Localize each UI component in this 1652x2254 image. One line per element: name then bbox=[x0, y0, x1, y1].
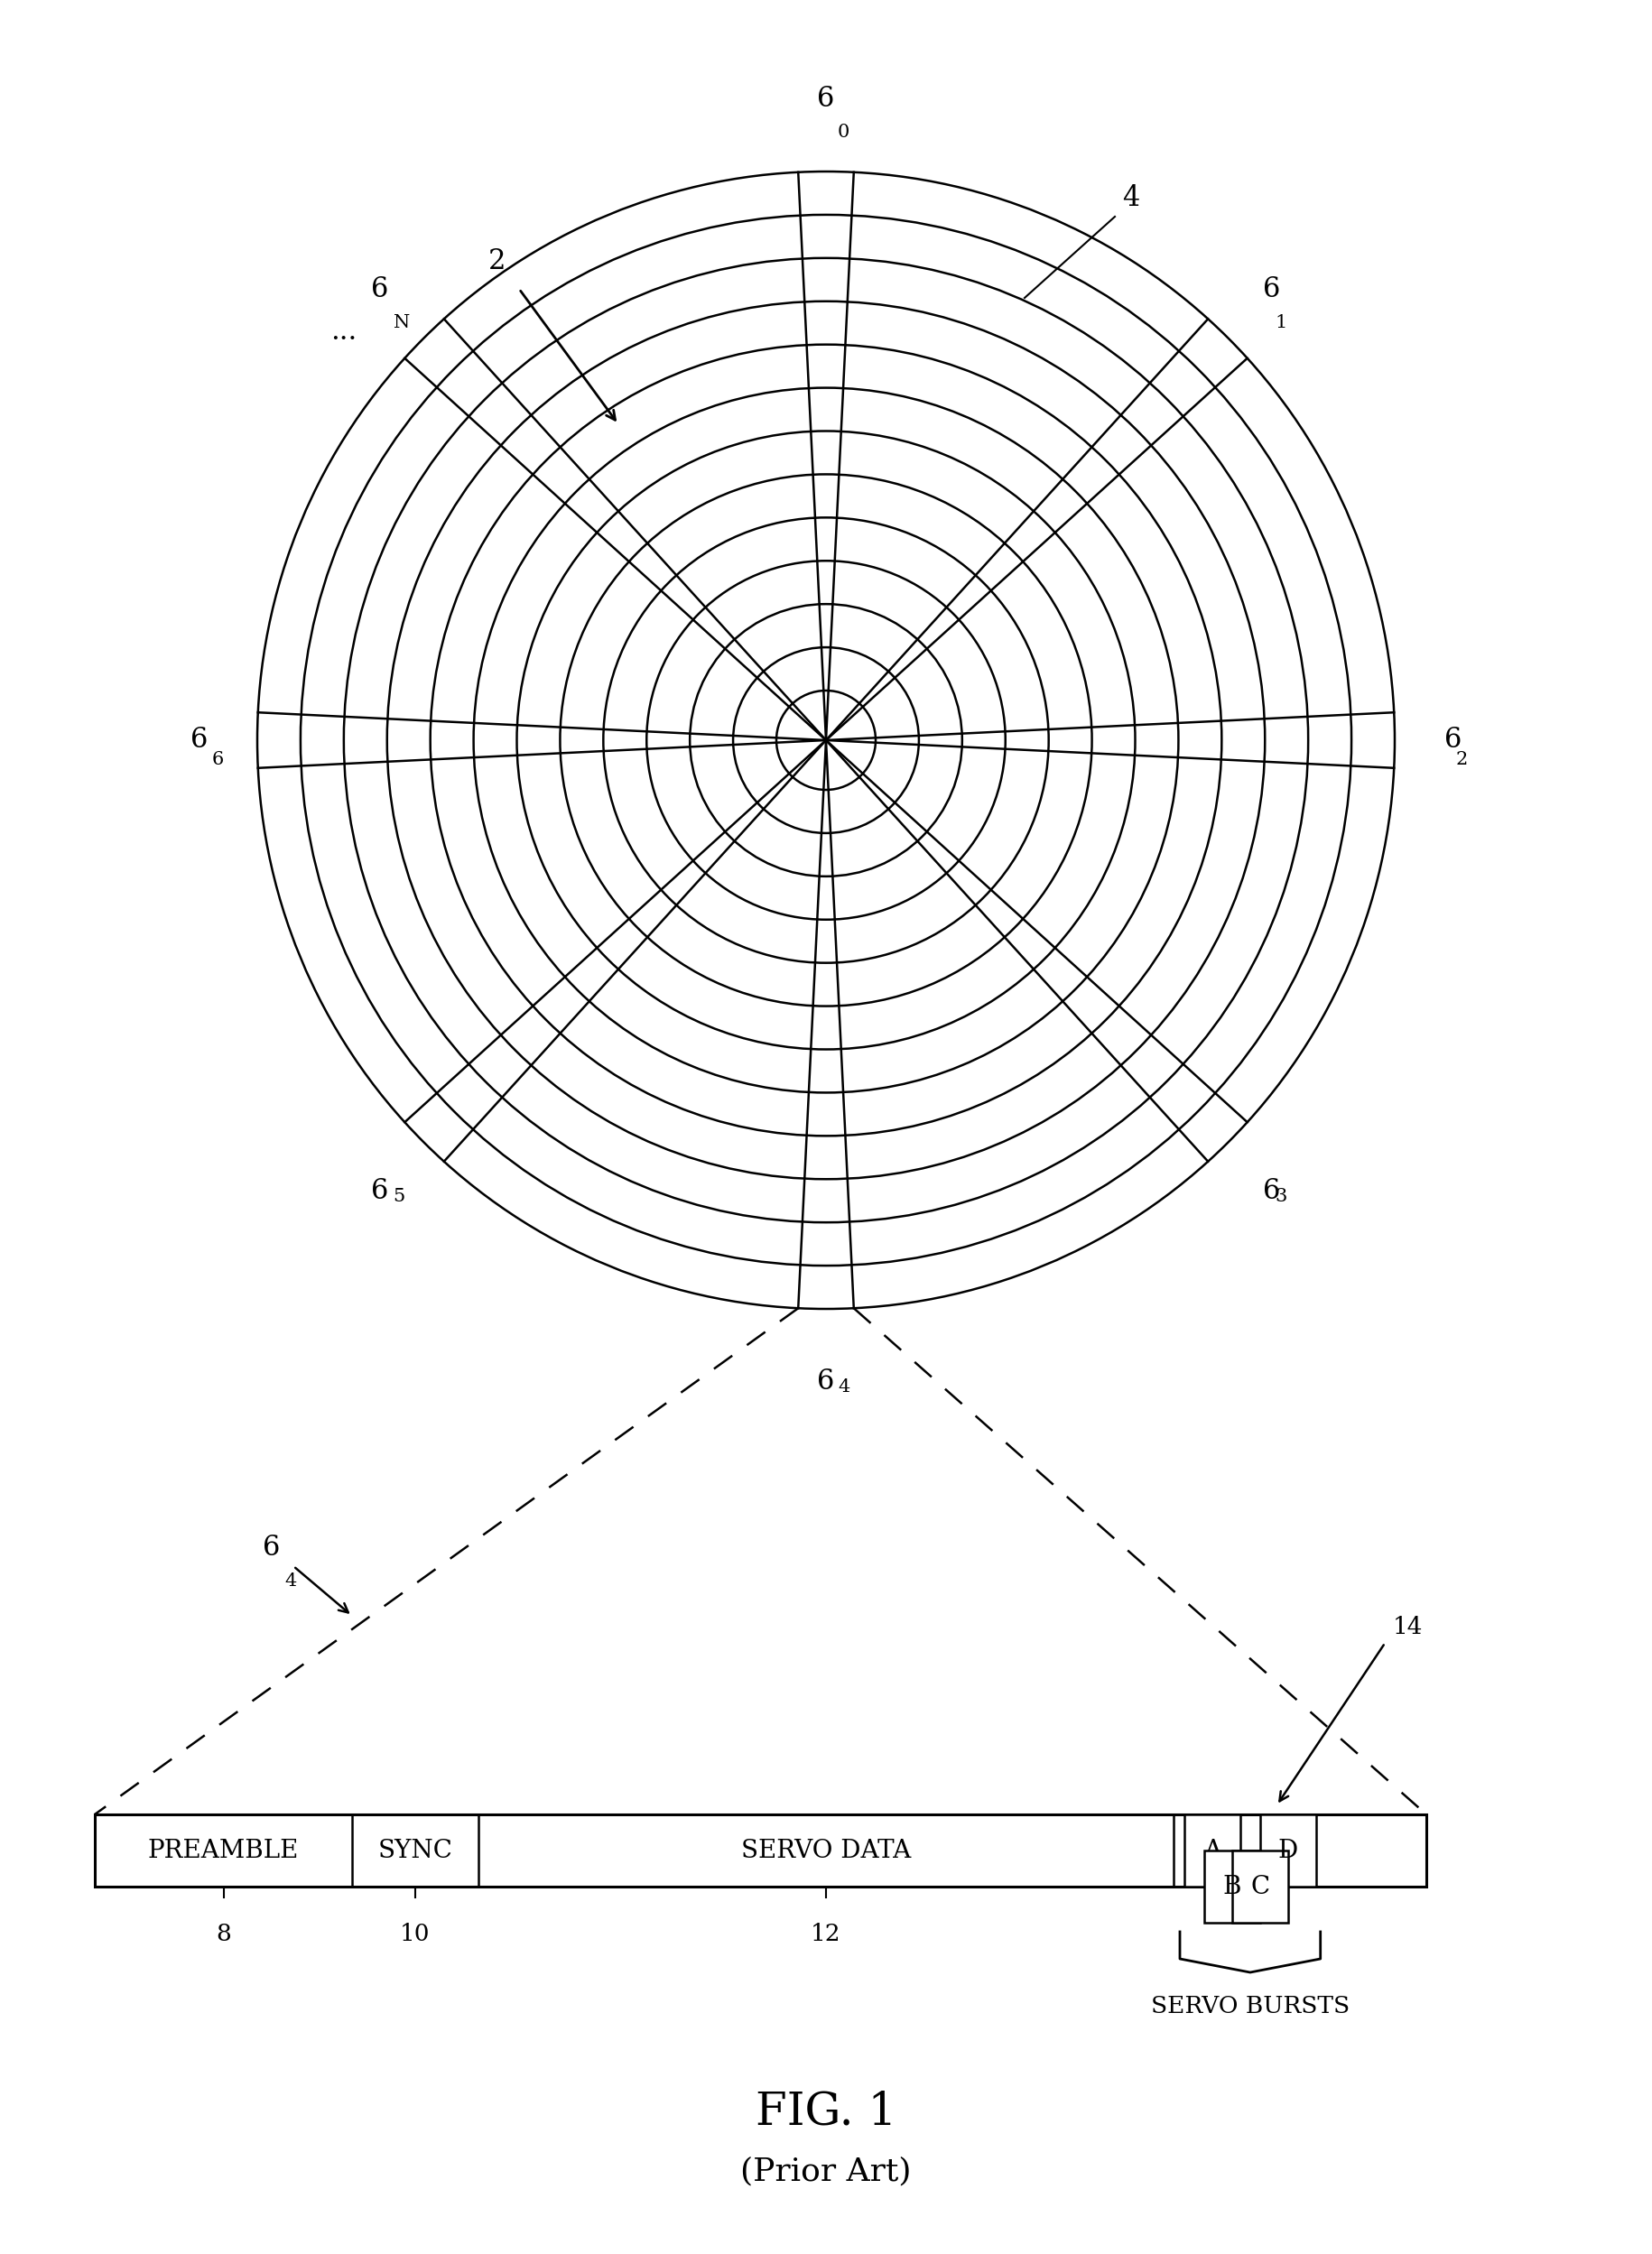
Text: FIG. 1: FIG. 1 bbox=[755, 2089, 897, 2135]
Text: (Prior Art): (Prior Art) bbox=[740, 2155, 912, 2186]
Text: 5: 5 bbox=[393, 1188, 405, 1206]
Text: SERVO DATA: SERVO DATA bbox=[742, 1839, 910, 1862]
Text: 6: 6 bbox=[1444, 726, 1462, 755]
Text: 1: 1 bbox=[1275, 313, 1287, 331]
Bar bbox=[1184, 1814, 1241, 1887]
Bar bbox=[1204, 1851, 1260, 1923]
Bar bbox=[94, 1814, 1426, 1887]
Text: 6: 6 bbox=[818, 1368, 834, 1395]
Text: 12: 12 bbox=[811, 1923, 841, 1945]
Text: 4: 4 bbox=[838, 1379, 849, 1395]
Bar bbox=[1232, 1851, 1289, 1923]
Text: SERVO BURSTS: SERVO BURSTS bbox=[1151, 1995, 1350, 2017]
Text: 10: 10 bbox=[400, 1923, 431, 1945]
Text: 2: 2 bbox=[487, 248, 506, 275]
Text: 6: 6 bbox=[372, 1177, 388, 1206]
Bar bbox=[1260, 1814, 1317, 1887]
Text: 6: 6 bbox=[372, 275, 388, 302]
Text: 6: 6 bbox=[263, 1533, 279, 1562]
Text: 4: 4 bbox=[1122, 185, 1140, 212]
Text: D: D bbox=[1279, 1839, 1298, 1862]
Text: N: N bbox=[393, 313, 410, 331]
Text: 6: 6 bbox=[818, 86, 834, 113]
Text: PREAMBLE: PREAMBLE bbox=[149, 1839, 299, 1862]
Text: 6: 6 bbox=[1264, 1177, 1280, 1206]
Text: 8: 8 bbox=[216, 1923, 231, 1945]
Text: 14: 14 bbox=[1393, 1616, 1422, 1639]
Text: 6: 6 bbox=[190, 726, 208, 755]
Text: SYNC: SYNC bbox=[378, 1839, 453, 1862]
Text: C: C bbox=[1251, 1875, 1269, 1898]
Text: 0: 0 bbox=[838, 124, 849, 140]
Text: 6: 6 bbox=[211, 751, 225, 769]
Text: B: B bbox=[1222, 1875, 1241, 1898]
Text: 3: 3 bbox=[1275, 1188, 1287, 1206]
Text: 4: 4 bbox=[284, 1573, 296, 1589]
Text: 6: 6 bbox=[1264, 275, 1280, 302]
Text: ···: ··· bbox=[330, 325, 357, 354]
Text: A: A bbox=[1203, 1839, 1221, 1862]
Text: 2: 2 bbox=[1455, 751, 1469, 769]
